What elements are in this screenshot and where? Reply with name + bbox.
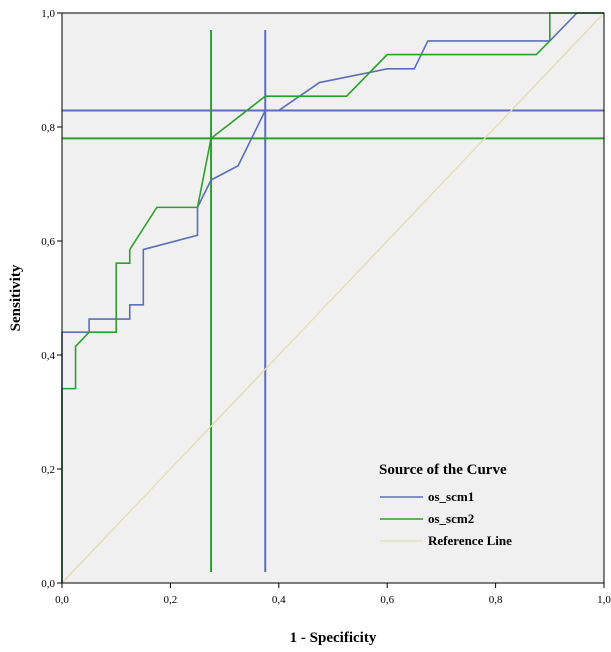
y-axis-ticks: 0,0 0,2 0,4 0,6 0,8 1,0 [41,8,62,590]
legend-entry-label: Reference Line [428,533,512,548]
x-axis-title: 1 - Specificity [290,630,377,646]
y-tick-label: 0,4 [41,350,55,362]
x-tick-label: 0,0 [55,594,69,606]
y-tick-label: 0,2 [41,464,55,476]
y-tick-label: 1,0 [41,8,55,20]
plot-frame [61,12,605,584]
y-tick-label: 0,8 [41,122,55,134]
series-lines [61,12,605,584]
series-line-reference-line [61,12,605,584]
legend-entry-label: os_scm2 [428,511,474,526]
x-tick-label: 0,6 [380,594,394,606]
y-tick-label: 0,6 [41,236,55,248]
y-axis-title: Sensitivity [8,264,24,331]
x-tick-label: 0,4 [272,594,286,606]
x-tick-label: 0,2 [164,594,178,606]
x-tick-label: 1,0 [597,594,611,606]
cutoff-lines [62,30,604,572]
series-line-os-scm1 [61,12,604,583]
legend-entry-label: os_scm1 [428,489,474,504]
y-tick-label: 0,0 [41,578,55,590]
legend-title: Source of the Curve [379,462,507,478]
x-axis-ticks: 0,0 0,2 0,4 0,6 0,8 1,0 [55,583,611,606]
legend: Source of the Curve os_scm1 os_scm2 Refere… [379,462,512,548]
series-line-os-scm2 [61,12,604,583]
x-tick-label: 0,8 [489,594,503,606]
